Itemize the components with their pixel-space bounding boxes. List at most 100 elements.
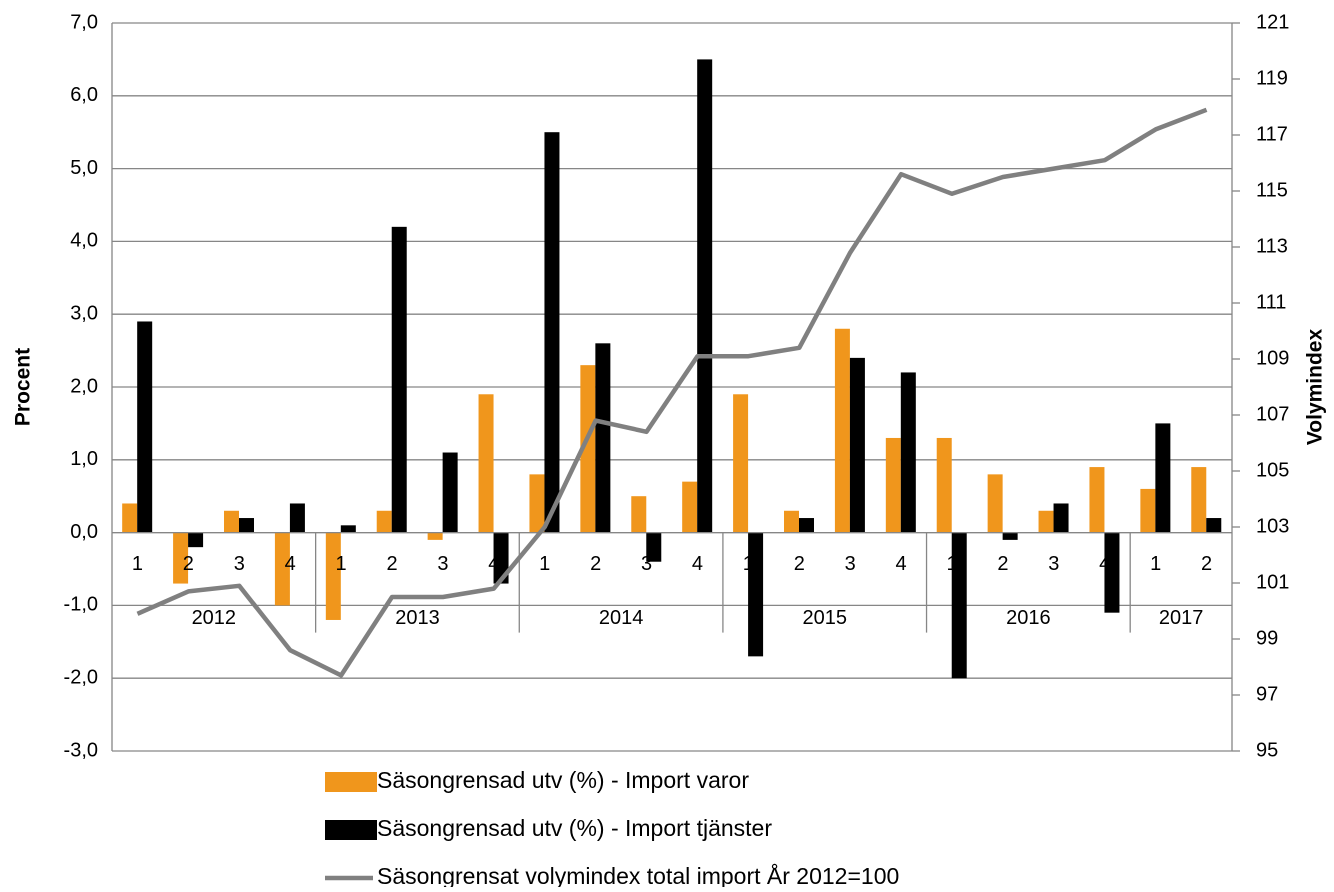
x-group-label: 2017: [1159, 607, 1204, 629]
y2-tick-label: 117: [1256, 123, 1288, 145]
bar: [595, 343, 611, 533]
x-tick-label: 2: [1201, 553, 1212, 575]
x-tick-label: 2: [386, 553, 397, 575]
x-tick-label: 3: [1048, 553, 1059, 575]
y2-tick-label: 111: [1256, 291, 1286, 313]
bar: [885, 437, 901, 533]
bar: [478, 394, 494, 533]
x-tick-label: 4: [1099, 553, 1110, 575]
legend-swatch: [325, 772, 377, 792]
bar: [1089, 467, 1105, 533]
bar: [173, 532, 189, 584]
bar: [239, 518, 254, 533]
bar: [799, 518, 814, 533]
bar: [900, 372, 916, 533]
bar: [748, 532, 764, 657]
x-tick-label: 2: [183, 553, 194, 575]
bar: [340, 525, 356, 533]
x-tick-label: 3: [845, 553, 856, 575]
x-tick-label: 1: [743, 553, 754, 575]
bar: [784, 510, 799, 533]
y2-tick-label: 119: [1256, 67, 1288, 89]
bar: [936, 437, 952, 533]
x-tick-label: 1: [336, 553, 347, 575]
x-tick-label: 2: [794, 553, 805, 575]
bar: [493, 532, 509, 584]
y-tick-label: 4,0: [70, 230, 98, 252]
bar: [325, 532, 341, 620]
bar: [1053, 503, 1069, 533]
bar: [580, 365, 596, 533]
bar: [697, 59, 713, 533]
x-tick-label: 4: [896, 553, 907, 575]
bar: [1038, 510, 1054, 533]
y2-tick-label: 107: [1256, 403, 1289, 425]
y2-tick-label: 95: [1256, 739, 1278, 761]
y2-tick-label: 113: [1256, 235, 1288, 257]
x-tick-label: 4: [285, 553, 296, 575]
x-tick-label: 4: [692, 553, 703, 575]
y-axis-title: Procent: [12, 348, 35, 426]
y-tick-label: 2,0: [70, 375, 98, 397]
x-group-label: 2013: [395, 607, 440, 629]
bar: [849, 357, 865, 533]
x-group-label: 2015: [802, 607, 847, 629]
x-group-label: 2012: [192, 607, 237, 629]
y2-tick-label: 101: [1256, 571, 1289, 593]
bar: [682, 481, 698, 533]
bar: [1155, 423, 1171, 533]
bar: [529, 474, 545, 533]
bar: [987, 474, 1003, 533]
bar: [1002, 532, 1018, 540]
bar: [631, 496, 647, 533]
bar: [834, 328, 850, 533]
x-tick-label: 1: [539, 553, 550, 575]
bar: [224, 510, 239, 533]
legend-label: Säsongrensad utv (%) - Import tjänster: [377, 815, 772, 841]
x-tick-label: 1: [1150, 553, 1161, 575]
y2-tick-label: 115: [1256, 179, 1288, 201]
legend-label: Säsongrensat volymindex total import År …: [377, 862, 899, 887]
legend-swatch: [325, 820, 377, 840]
y-tick-label: -1,0: [64, 594, 98, 616]
y-tick-label: -3,0: [64, 739, 98, 761]
bar: [951, 532, 967, 679]
bar: [442, 452, 458, 533]
y2-tick-label: 109: [1256, 347, 1289, 369]
y-tick-label: 7,0: [70, 11, 98, 33]
bar: [427, 532, 443, 540]
bar: [188, 532, 204, 548]
bar: [733, 394, 749, 533]
y-tick-label: 5,0: [70, 157, 98, 179]
x-tick-label: 2: [590, 553, 601, 575]
bar: [1140, 488, 1156, 533]
y-tick-label: 3,0: [70, 302, 98, 324]
x-tick-label: 1: [946, 553, 957, 575]
x-tick-label: 3: [437, 553, 448, 575]
x-tick-label: 3: [234, 553, 245, 575]
y2-tick-label: 99: [1256, 627, 1278, 649]
bar: [544, 132, 560, 533]
bar: [391, 226, 407, 533]
bar: [289, 503, 305, 533]
bar: [1104, 532, 1120, 613]
legend-label: Säsongrensad utv (%) - Import varor: [377, 767, 749, 793]
bar: [122, 503, 138, 533]
bar: [1191, 467, 1207, 533]
bar: [376, 510, 392, 533]
y2-tick-label: 105: [1256, 459, 1289, 481]
bar: [137, 321, 153, 533]
y-tick-label: 0,0: [70, 521, 98, 543]
y2-tick-label: 121: [1256, 11, 1289, 33]
x-group-label: 2014: [599, 607, 644, 629]
bar: [646, 532, 662, 562]
bar: [1206, 518, 1222, 533]
x-tick-label: 1: [132, 553, 143, 575]
y2-tick-label: 103: [1256, 515, 1289, 537]
bar: [274, 532, 290, 606]
y2-tick-label: 97: [1256, 683, 1278, 705]
y2-axis-title: Volymindex: [1304, 329, 1327, 446]
y-tick-label: 6,0: [70, 84, 98, 106]
